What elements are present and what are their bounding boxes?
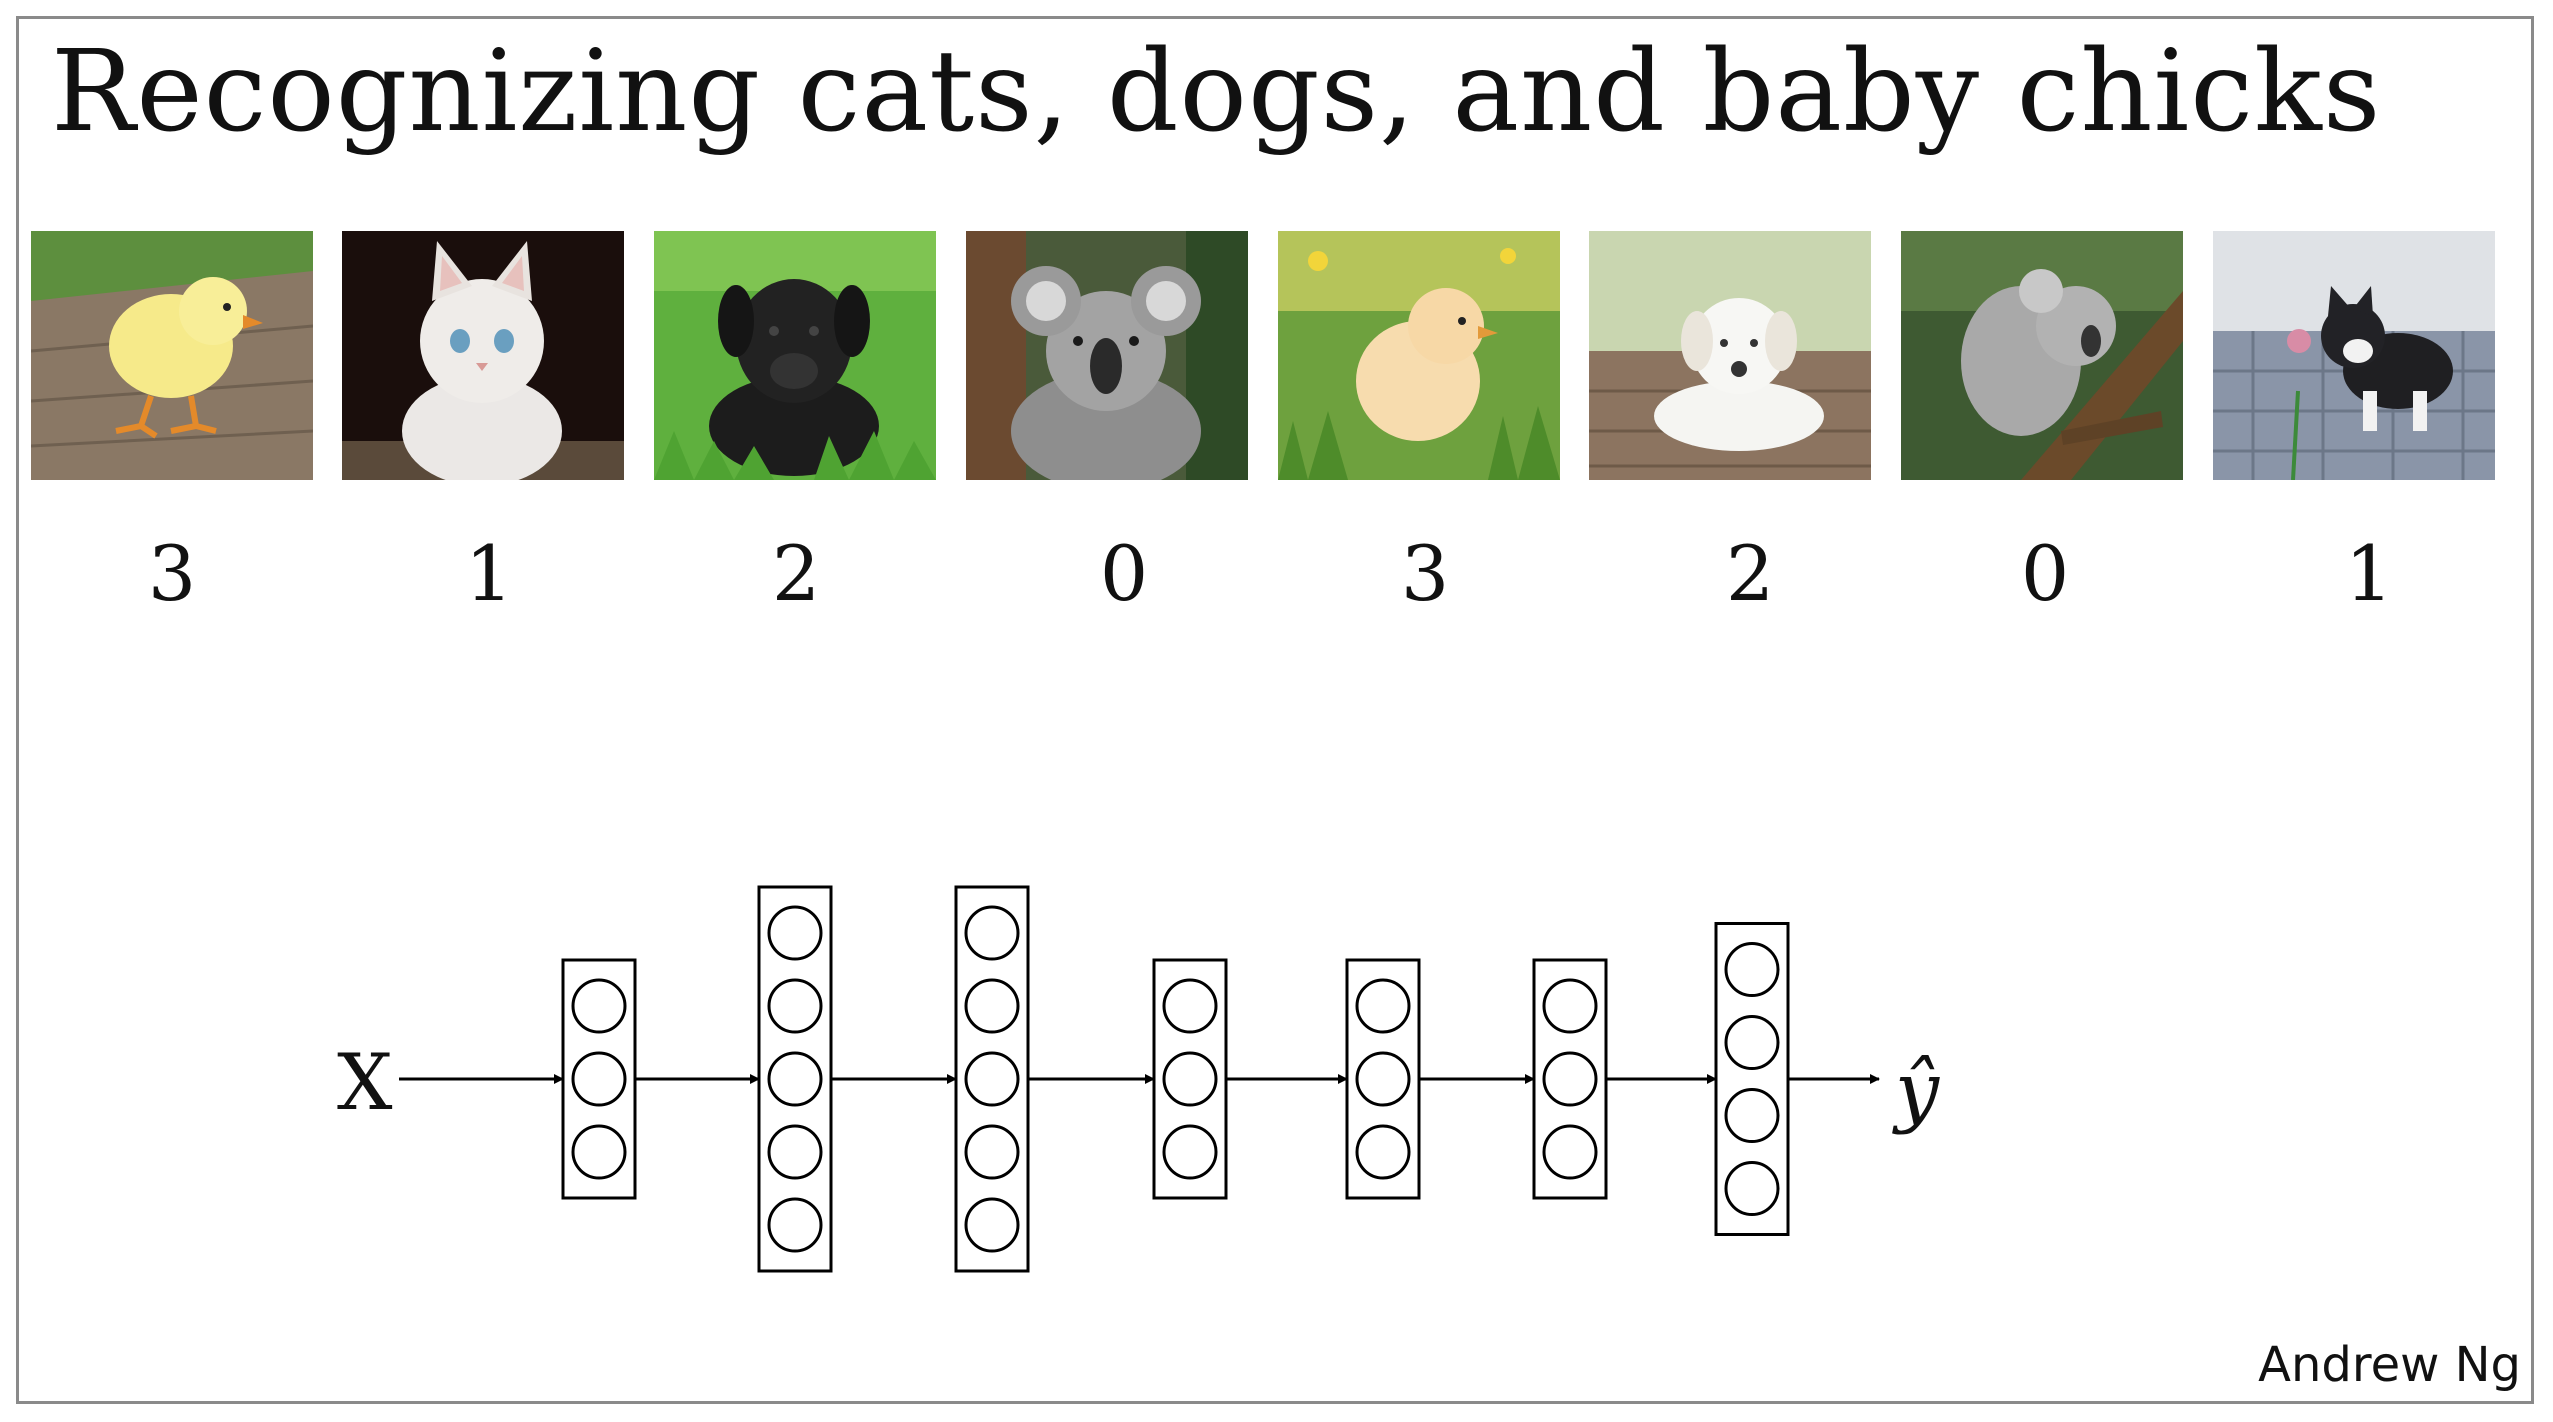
neuron-node <box>964 978 1020 1034</box>
neuron-node <box>767 905 823 961</box>
input-x-label: X <box>337 1038 393 1128</box>
author-credit: Andrew Ng <box>2258 1337 2521 1393</box>
neuron-node <box>1724 942 1780 997</box>
neuron-node <box>571 978 627 1034</box>
chick-photo <box>31 231 313 480</box>
neuron-node <box>1724 1161 1780 1216</box>
koala-photo <box>1901 231 2183 480</box>
neuron-node <box>1162 1124 1218 1180</box>
neuron-node <box>571 1051 627 1107</box>
class-label: 0 <box>2020 529 2070 618</box>
koala-photo <box>966 231 1248 480</box>
dog-photo <box>654 231 936 480</box>
neuron-node <box>1542 1124 1598 1180</box>
class-label: 2 <box>1725 529 1775 618</box>
output-yhat-label: ŷ <box>1892 1046 1940 1136</box>
neuron-node <box>1355 978 1411 1034</box>
neural-network-diagram: X ŷ <box>337 885 1940 1273</box>
neuron-node <box>1542 978 1598 1034</box>
neuron-node <box>767 1124 823 1180</box>
class-label: 3 <box>147 529 197 618</box>
slide-title: Recognizing cats, dogs, and baby chicks <box>51 27 2382 157</box>
neuron-node <box>1542 1051 1598 1107</box>
neuron-node <box>571 1124 627 1180</box>
chick-photo <box>1278 231 1560 480</box>
class-label: 1 <box>464 529 514 618</box>
class-label: 1 <box>2344 529 2394 618</box>
class-label: 3 <box>1400 529 1450 618</box>
cat-photo <box>342 231 624 480</box>
neuron-node <box>1724 1015 1780 1070</box>
neuron-node <box>767 978 823 1034</box>
neuron-node <box>1355 1051 1411 1107</box>
neuron-node <box>964 1051 1020 1107</box>
class-label: 2 <box>771 529 821 618</box>
neuron-node <box>1162 978 1218 1034</box>
class-label: 0 <box>1099 529 1149 618</box>
neuron-node <box>767 1197 823 1253</box>
neuron-node <box>964 1197 1020 1253</box>
example-images <box>19 19 2531 1401</box>
neuron-node <box>964 1124 1020 1180</box>
dog-photo <box>1589 231 1871 480</box>
slide: Recognizing cats, dogs, and baby chicks <box>16 16 2534 1404</box>
neuron-node <box>964 905 1020 961</box>
neuron-node <box>1162 1051 1218 1107</box>
cat-photo <box>2213 231 2495 480</box>
neuron-node <box>767 1051 823 1107</box>
neuron-node <box>1355 1124 1411 1180</box>
neuron-node <box>1724 1088 1780 1143</box>
